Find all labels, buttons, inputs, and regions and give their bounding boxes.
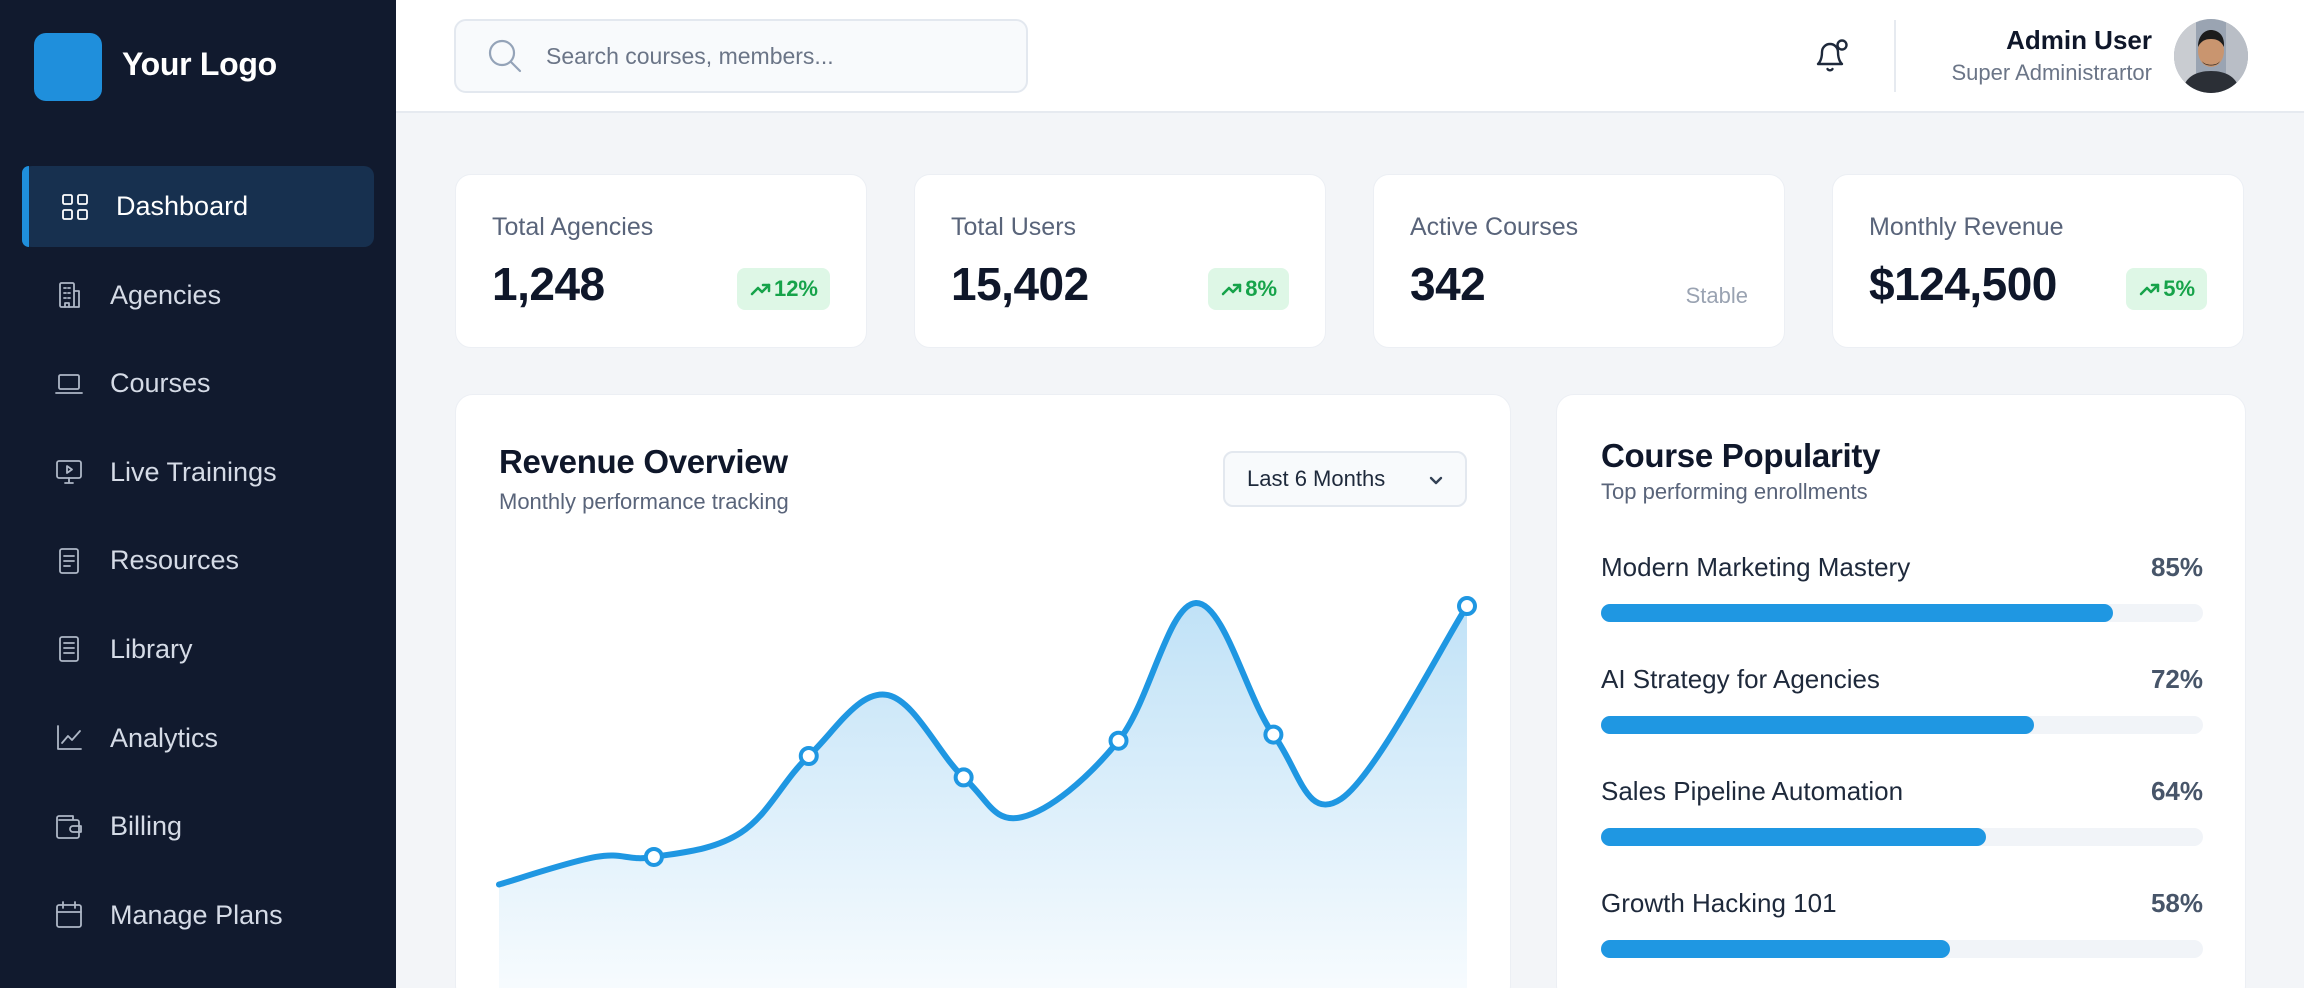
sidebar-item-live-trainings[interactable]: Live Trainings: [22, 432, 374, 513]
chart-data-point[interactable]: [1457, 596, 1477, 617]
course-percent: 85%: [2150, 552, 2203, 582]
stat-value: $124,500: [1869, 258, 2057, 310]
date-range-value: Last 6 Months: [1247, 466, 1386, 491]
trend-badge-value: 8%: [1245, 276, 1277, 301]
search-input[interactable]: [546, 42, 986, 70]
course-popularity-panel: Course Popularity Top performing enrollm…: [1556, 394, 2246, 988]
progress-track: [1601, 716, 2203, 734]
progress-track: [1601, 828, 2203, 846]
building-icon: [52, 278, 86, 312]
sidebar-item-manage-plans[interactable]: Manage Plans: [22, 875, 374, 956]
stat-card-monthly-revenue[interactable]: Monthly Revenue $124,500 5%: [1832, 174, 2244, 348]
document-icon: [52, 544, 86, 578]
user-name[interactable]: Admin User: [2006, 25, 2152, 55]
stat-label: Total Agencies: [492, 213, 654, 241]
progress-fill: [1601, 828, 1987, 846]
panel-subtitle: Monthly performance tracking: [499, 489, 789, 514]
panel-title: Course Popularity: [1601, 437, 1881, 474]
logo-text[interactable]: Your Logo: [122, 46, 277, 82]
stat-card-active-courses[interactable]: Active Courses 342 Stable: [1373, 174, 1785, 348]
sidebar-item-label: Library: [110, 633, 193, 664]
stat-label: Active Courses: [1410, 213, 1579, 241]
sidebar-item-label: Billing: [110, 811, 183, 842]
course-name: AI Strategy for Agencies: [1601, 664, 1880, 694]
trend-badge: 12%: [736, 268, 830, 310]
user-role: Super Administrartor: [1951, 60, 2152, 85]
stat-card-total-users[interactable]: Total Users 15,402 8%: [914, 174, 1326, 348]
sidebar-item-label: Analytics: [110, 722, 219, 753]
progress-track: [1601, 940, 2203, 958]
course-percent: 64%: [2150, 776, 2203, 806]
avatar[interactable]: [2174, 19, 2248, 93]
course-name: Modern Marketing Mastery: [1601, 552, 1911, 582]
progress-fill: [1601, 604, 2113, 622]
chart-data-point[interactable]: [953, 767, 974, 788]
progress-fill: [1601, 940, 1951, 958]
calendar-icon: [52, 898, 86, 932]
trend-up-icon: [2139, 283, 2160, 296]
chart-data-point[interactable]: [1263, 724, 1284, 745]
stat-label: Monthly Revenue: [1869, 213, 2064, 241]
trend-badge-value: 5%: [2163, 276, 2195, 301]
course-percent: 72%: [2150, 664, 2203, 694]
trend-badge: 5%: [2126, 268, 2207, 310]
search-icon: [488, 39, 522, 73]
header-divider: [1894, 20, 1896, 92]
stat-value: 342: [1410, 258, 1486, 310]
sidebar-item-agencies[interactable]: Agencies: [22, 255, 374, 336]
logo-mark[interactable]: [34, 33, 102, 101]
panel-subtitle: Top performing enrollments: [1601, 479, 1868, 504]
wallet-icon: [52, 810, 86, 844]
trend-up-icon: [750, 283, 771, 296]
course-name: Sales Pipeline Automation: [1601, 776, 1904, 806]
stat-card-total-agencies[interactable]: Total Agencies 1,248 12%: [455, 174, 867, 348]
panel-title: Revenue Overview: [499, 443, 788, 480]
sidebar-item-label: Dashboard: [116, 191, 249, 221]
chart-data-point[interactable]: [643, 846, 664, 867]
date-range-select[interactable]: Last 6 Months: [1223, 451, 1467, 507]
grid-icon: [58, 190, 92, 224]
notification-bell-icon[interactable]: [1808, 33, 1852, 77]
chart-data-point[interactable]: [798, 746, 819, 766]
sidebar-nav: Dashboard Agencies Courses Live Training…: [22, 166, 374, 963]
top-header: Admin User Super Administrartor: [396, 0, 2304, 113]
book-icon: [52, 632, 86, 666]
revenue-overview-panel: Revenue Overview Monthly performance tra…: [455, 394, 1511, 988]
chart-data-point[interactable]: [1108, 730, 1129, 751]
chart-series-line: [496, 599, 1470, 888]
revenue-chart: [496, 596, 1477, 988]
stat-value: 1,248: [492, 258, 605, 310]
sidebar-item-label: Live Trainings: [110, 456, 277, 487]
sidebar-item-billing[interactable]: Billing: [22, 786, 374, 867]
status-text: Stable: [1685, 283, 1748, 308]
trend-up-icon: [1221, 283, 1242, 296]
progress-fill: [1601, 716, 2035, 734]
chevron-down-icon: [1429, 476, 1443, 485]
sidebar-item-label: Manage Plans: [110, 899, 283, 930]
sidebar-item-resources[interactable]: Resources: [22, 520, 374, 601]
sidebar-item-label: Courses: [110, 368, 211, 399]
chart-area-fill: [499, 602, 1467, 988]
trend-badge: 8%: [1208, 268, 1289, 310]
sidebar: Your Logo Dashboard Agencies Courses Liv…: [0, 0, 396, 988]
trend-badge-value: 12%: [773, 276, 818, 301]
sidebar-item-label: Agencies: [110, 279, 222, 310]
course-name: Growth Hacking 101: [1601, 888, 1837, 918]
monitor-play-icon: [52, 455, 86, 489]
sidebar-item-library[interactable]: Library: [22, 609, 374, 690]
stat-label: Total Users: [951, 213, 1077, 241]
course-percent: 58%: [2150, 888, 2203, 918]
progress-track: [1601, 604, 2203, 622]
sidebar-item-courses[interactable]: Courses: [22, 343, 374, 424]
sidebar-item-analytics[interactable]: Analytics: [22, 698, 374, 779]
stat-value: 15,402: [951, 258, 1089, 310]
laptop-icon: [52, 367, 86, 401]
line-chart-icon: [52, 721, 86, 755]
sidebar-item-label: Resources: [110, 545, 240, 576]
sidebar-item-dashboard[interactable]: Dashboard: [22, 166, 374, 247]
search-box[interactable]: [454, 19, 1028, 93]
